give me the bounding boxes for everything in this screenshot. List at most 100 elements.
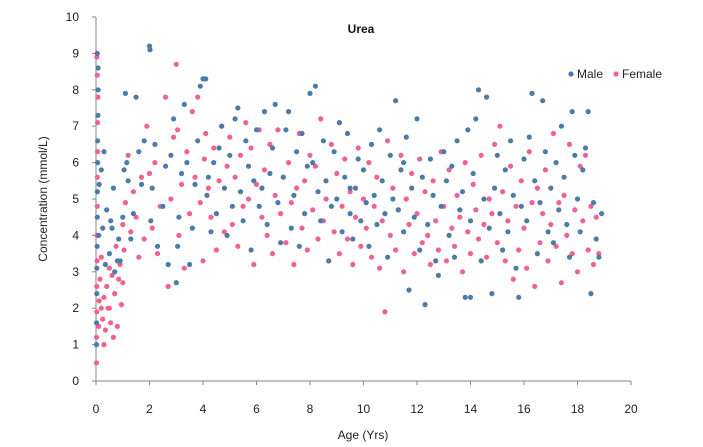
data-point-male [101, 149, 107, 155]
data-point-female [403, 196, 409, 202]
data-point-female [377, 265, 383, 271]
data-point-female [95, 94, 101, 100]
data-point-female [545, 258, 551, 264]
data-point-male [100, 225, 106, 231]
data-point-male [240, 218, 246, 224]
data-point-male [108, 218, 114, 224]
data-point-male [256, 203, 262, 209]
data-point-female [264, 232, 270, 238]
y-tick-label: 5 [72, 192, 79, 206]
data-point-female [371, 203, 377, 209]
data-point-male [366, 243, 372, 249]
data-point-male [374, 221, 380, 228]
data-point-male [390, 196, 396, 202]
data-point-female [486, 196, 492, 202]
data-point-female [232, 174, 238, 180]
data-point-female [540, 211, 546, 217]
data-point-male [94, 291, 100, 297]
data-point-female [328, 141, 334, 147]
y-tick-label: 6 [72, 156, 79, 170]
data-point-male [467, 294, 474, 300]
data-point-female [221, 229, 227, 235]
data-point-female [288, 200, 294, 206]
data-point-female [470, 181, 476, 187]
data-point-male [120, 214, 126, 220]
data-point-female [211, 145, 217, 151]
y-tick-group: 0 1 2 3 4 5 6 7 8 9 10 [66, 10, 96, 388]
data-point-male [304, 163, 310, 169]
data-point-female [430, 178, 436, 184]
data-point-female [259, 214, 265, 220]
data-point-male [147, 47, 153, 53]
data-point-male [96, 181, 102, 187]
data-point-female [358, 243, 364, 249]
data-point-female [235, 243, 241, 249]
data-point-female [261, 167, 268, 173]
data-point-female [106, 265, 112, 271]
data-point-male [358, 218, 364, 224]
data-point-female [344, 236, 351, 242]
data-point-female [534, 185, 541, 191]
data-point-male [518, 203, 524, 209]
data-point-female [102, 327, 108, 333]
data-point-male [398, 167, 404, 173]
data-point-male [235, 105, 241, 111]
data-point-female [355, 145, 361, 151]
data-point-female [248, 145, 254, 151]
data-point-female [510, 276, 516, 282]
data-point-female [106, 305, 112, 311]
data-point-male [334, 196, 340, 202]
data-point-female [467, 251, 474, 257]
data-point-male [566, 254, 573, 260]
data-point-male [516, 294, 522, 300]
data-point-female [553, 243, 559, 249]
data-point-male [116, 236, 122, 242]
data-point-female [323, 196, 329, 202]
y-axis-label: Concentration (mmol/L) [36, 136, 50, 261]
data-point-female [462, 160, 468, 166]
data-point-male [211, 160, 217, 166]
data-point-female [582, 152, 589, 158]
data-point-male [261, 109, 268, 115]
data-point-female [465, 229, 471, 235]
data-point-female [173, 61, 179, 67]
data-point-female [334, 170, 340, 177]
data-point-female [339, 203, 345, 209]
data-point-male [176, 214, 182, 220]
data-point-male [283, 127, 289, 133]
data-point-male [473, 116, 479, 122]
data-point-female [187, 211, 193, 217]
data-point-male [278, 240, 284, 246]
data-point-male [291, 192, 297, 198]
data-point-male [438, 203, 444, 209]
data-point-female [352, 214, 359, 220]
data-point-female [374, 174, 380, 180]
data-point-female [572, 207, 578, 213]
data-point-male [542, 149, 549, 155]
data-point-male [224, 232, 230, 238]
data-point-male [387, 152, 393, 158]
data-point-female [350, 261, 356, 268]
data-point-male [550, 240, 557, 246]
data-point-male [326, 258, 332, 264]
data-point-female [492, 141, 498, 147]
data-point-male [331, 149, 337, 155]
x-axis-label: Age (Yrs) [338, 428, 389, 442]
data-point-male [500, 247, 506, 253]
data-point-female [409, 170, 415, 177]
data-point-female [401, 269, 407, 275]
data-point-male [556, 207, 562, 213]
data-point-male [112, 269, 118, 275]
y-tick-label: 1 [72, 338, 79, 352]
data-point-male [227, 152, 233, 158]
data-point-female [366, 160, 372, 166]
data-point-female [97, 276, 103, 282]
data-point-female [98, 305, 104, 311]
data-point-female [192, 174, 198, 180]
data-point-male [95, 160, 101, 166]
data-point-male [109, 225, 115, 231]
data-point-male [534, 251, 541, 257]
data-point-female [216, 178, 222, 184]
y-tick-label: 0 [72, 374, 79, 388]
x-tick-label: 8 [307, 402, 314, 416]
